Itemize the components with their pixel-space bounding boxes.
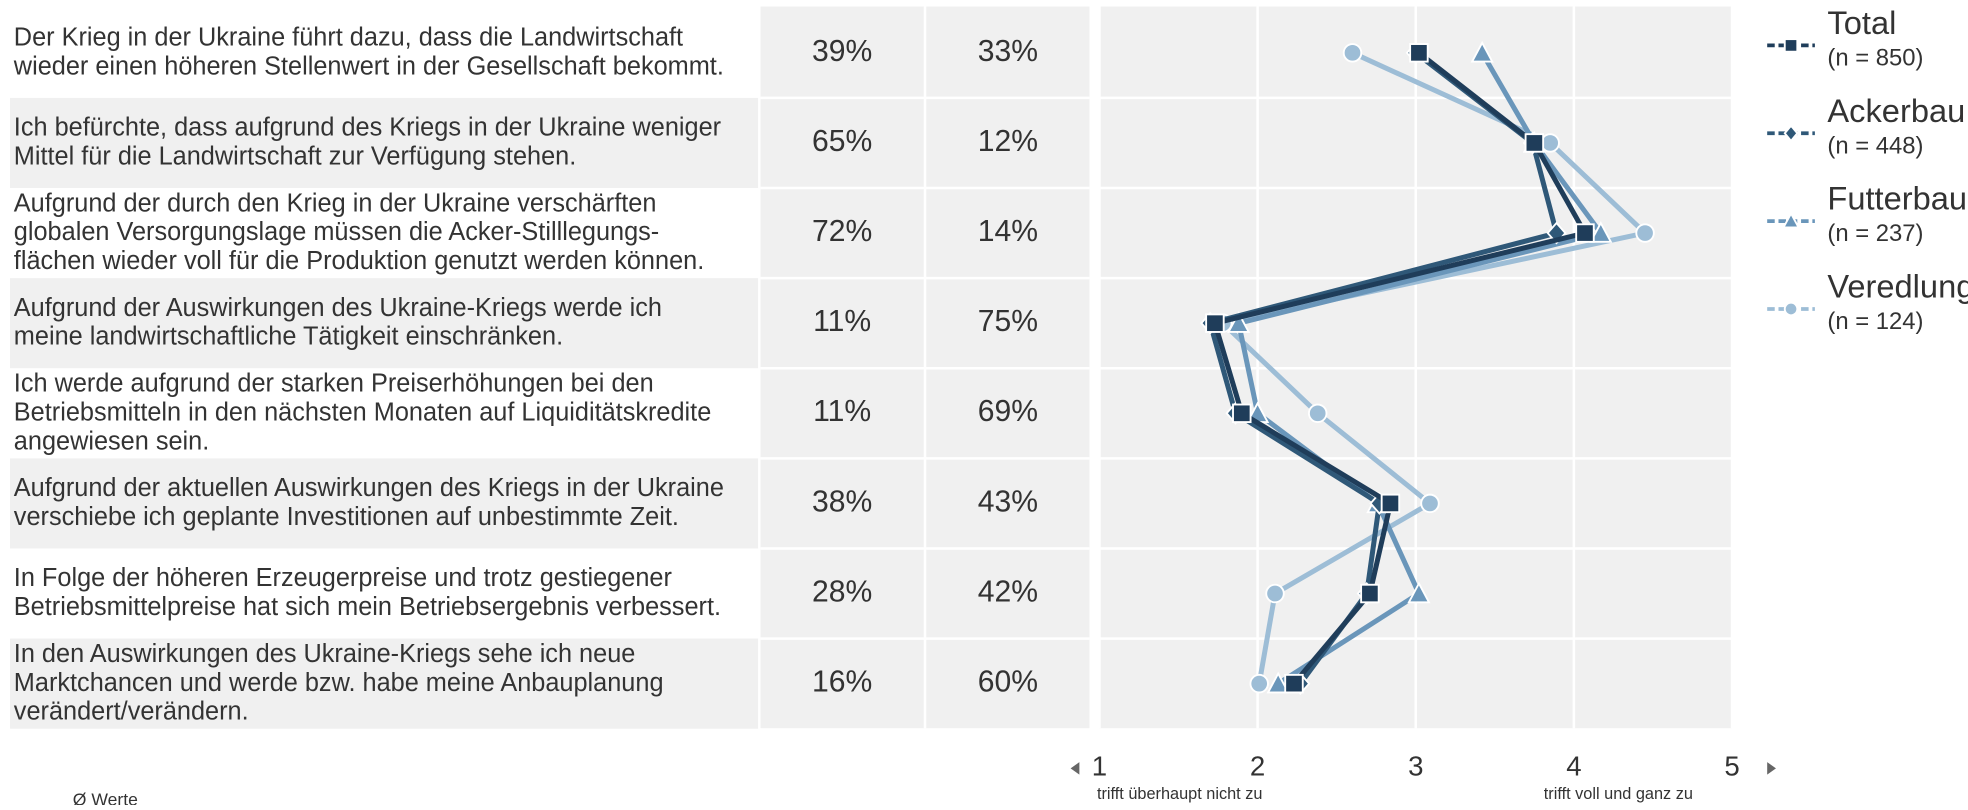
x-tick-label: 2	[1250, 751, 1265, 782]
x-tick-label: 3	[1408, 751, 1423, 782]
x-tick-label: 1	[1092, 751, 1107, 782]
point	[1249, 673, 1269, 694]
percent-label: 38%	[812, 485, 872, 518]
x-tick-label: 5	[1724, 751, 1739, 782]
statement: In den Auswirkungen des Ukraine-Kriegs s…	[14, 639, 664, 725]
series-line	[1212, 50, 1588, 686]
legend-marker	[1783, 301, 1799, 317]
legend-label: Ackerbau	[1827, 92, 1965, 129]
legend-marker	[1781, 211, 1801, 229]
arrow-right	[1767, 762, 1776, 775]
point	[1342, 43, 1363, 63]
row-background	[10, 638, 759, 729]
percent-label: 65%	[812, 125, 872, 158]
point	[1524, 133, 1545, 153]
point	[1360, 583, 1380, 604]
percent-label: 14%	[978, 215, 1038, 248]
point	[1227, 311, 1251, 333]
legend-label: Total	[1827, 4, 1896, 41]
x-tick-label: 4	[1566, 751, 1581, 782]
point	[1266, 671, 1290, 694]
row-background	[10, 278, 759, 369]
legend-label: Futterbau	[1827, 180, 1967, 217]
row-background	[10, 458, 759, 549]
legend-marker	[1783, 124, 1799, 143]
point	[1470, 40, 1494, 63]
statement: Aufgrund der durch den Krieg in der Ukra…	[14, 189, 704, 275]
percent-label: 11%	[813, 305, 871, 338]
percent-label: 11%	[813, 395, 871, 428]
percent-label: 12%	[978, 125, 1038, 158]
statement: Aufgrund der aktuellen Auswirkungen des …	[14, 473, 724, 530]
legend-label: Veredlung	[1827, 268, 1968, 305]
percent-label: 69%	[978, 395, 1038, 428]
series-line	[1220, 50, 1648, 685]
point	[1265, 583, 1285, 604]
percent-label: 39%	[812, 35, 872, 68]
point	[1407, 581, 1431, 604]
series-line	[1207, 50, 1560, 686]
statement: Ich befürchte, dass aufgrund des Kriegs …	[14, 113, 722, 170]
footnote: Ø Werte	[73, 790, 138, 805]
point	[1232, 403, 1252, 424]
statement: In Folge der höheren Erzeugerpreise und …	[14, 564, 721, 621]
point	[1589, 221, 1613, 243]
point	[1284, 673, 1304, 694]
x-label-low: trifft überhaupt nicht zu	[1097, 785, 1262, 803]
row-background	[10, 97, 759, 189]
legend-n: (n = 124)	[1827, 308, 1923, 335]
point	[1420, 493, 1440, 514]
statement: Der Krieg in der Ukraine führt dazu, das…	[13, 23, 724, 80]
percent-label: 42%	[978, 575, 1038, 608]
legend-n: (n = 850)	[1827, 45, 1923, 72]
point	[1409, 43, 1429, 63]
legend-n: (n = 448)	[1827, 132, 1923, 159]
statement: Ich werde aufgrund der starken Preiserhö…	[14, 369, 711, 455]
percent-label: 16%	[812, 666, 872, 699]
percent-label: 60%	[978, 666, 1038, 699]
percent-label: 72%	[812, 215, 872, 248]
percent-label: 33%	[978, 35, 1038, 68]
legend-n: (n = 237)	[1827, 220, 1923, 247]
point	[1205, 313, 1225, 333]
percent-label: 28%	[812, 575, 872, 608]
point	[1635, 223, 1655, 243]
statement: Aufgrund der Auswirkungen des Ukraine-Kr…	[14, 293, 662, 350]
percent-label: 75%	[978, 305, 1038, 338]
point	[1380, 493, 1401, 514]
point	[1575, 223, 1595, 243]
percent-label: 43%	[978, 485, 1038, 518]
arrow-left	[1070, 762, 1080, 775]
point	[1307, 403, 1328, 424]
x-label-high: trifft voll und ganz zu	[1544, 785, 1693, 803]
legend-marker	[1783, 38, 1799, 53]
